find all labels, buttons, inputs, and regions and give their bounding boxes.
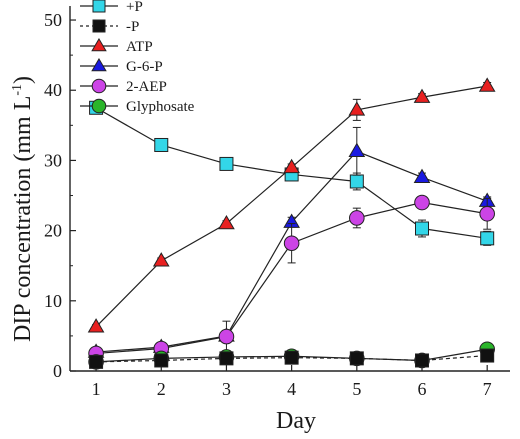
x-tick-label: 7 [483,379,492,399]
legend-entry: ATP [80,37,153,55]
data-point [154,353,169,368]
y-tick-label: 50 [44,10,62,30]
data-point [414,194,430,211]
data-point [152,252,170,267]
y-axis-title-sup: -1 [10,84,25,96]
x-axis-title: Day [276,408,316,434]
y-tick-label: 30 [44,150,62,170]
data-point [480,231,495,246]
data-point [154,137,169,152]
y-tick-label: 40 [44,80,62,100]
series-p [89,348,495,369]
y-axis-title: DIP concentration (mm L-1) [10,76,36,342]
legend-marker [91,57,107,72]
data-point [219,156,234,171]
data-point [218,328,235,345]
data-point [480,348,495,363]
x-tick-label: 1 [92,379,101,399]
legend-marker [91,37,107,52]
series-layer [87,77,496,370]
legend-entry: Glyphosate [80,98,195,115]
legend-marker [92,0,106,13]
y-axis-title-main: DIP concentration (mm L [10,96,36,342]
axis-ticks: 0 10 20 30 40 50 1 2 3 4 5 6 7 [44,10,492,399]
data-point [87,318,105,333]
y-tick-label: 20 [44,221,62,241]
x-tick-label: 2 [157,379,166,399]
y-axis-title-close: ) [10,76,36,84]
data-point [415,221,429,236]
data-point [348,101,366,116]
legend-label: +P [126,0,143,15]
plot-frame [69,6,510,372]
data-point [348,142,366,157]
legend-marker [91,98,107,114]
data-point [413,88,431,103]
data-point [479,205,495,222]
data-point [218,214,235,230]
y-tick-label: 0 [53,361,62,381]
data-point [415,353,429,368]
legend-entry: 2-AEP [80,78,167,95]
x-tick-label: 4 [287,379,296,399]
legend-label: -P [126,19,139,35]
data-point [219,351,234,366]
x-tick-label: 3 [222,379,231,399]
legend-label: ATP [126,39,153,55]
data-point [349,174,364,189]
data-point [284,350,299,365]
legend-label: 2-AEP [126,79,167,95]
x-tick-label: 5 [352,379,361,399]
data-point [413,168,431,183]
series-p [89,100,495,246]
data-point [283,235,300,252]
legend-entry: +P [80,0,143,15]
data-point [349,351,364,366]
legend-label: Glyphosate [126,99,195,115]
legend-entry: G-6-P [80,57,163,75]
data-point [89,354,104,369]
data-point [349,210,365,226]
x-tick-label: 6 [418,379,427,399]
series-atp [87,77,496,333]
legend-marker [91,78,107,94]
legend-marker [92,19,106,33]
legend: +P -P ATP G-6-P 2-AEP Glyphosate [80,0,195,115]
y-tick-label: 10 [44,291,62,311]
data-point [283,158,300,174]
data-point [478,77,496,92]
legend-entry: -P [80,19,139,35]
legend-label: G-6-P [126,59,163,75]
